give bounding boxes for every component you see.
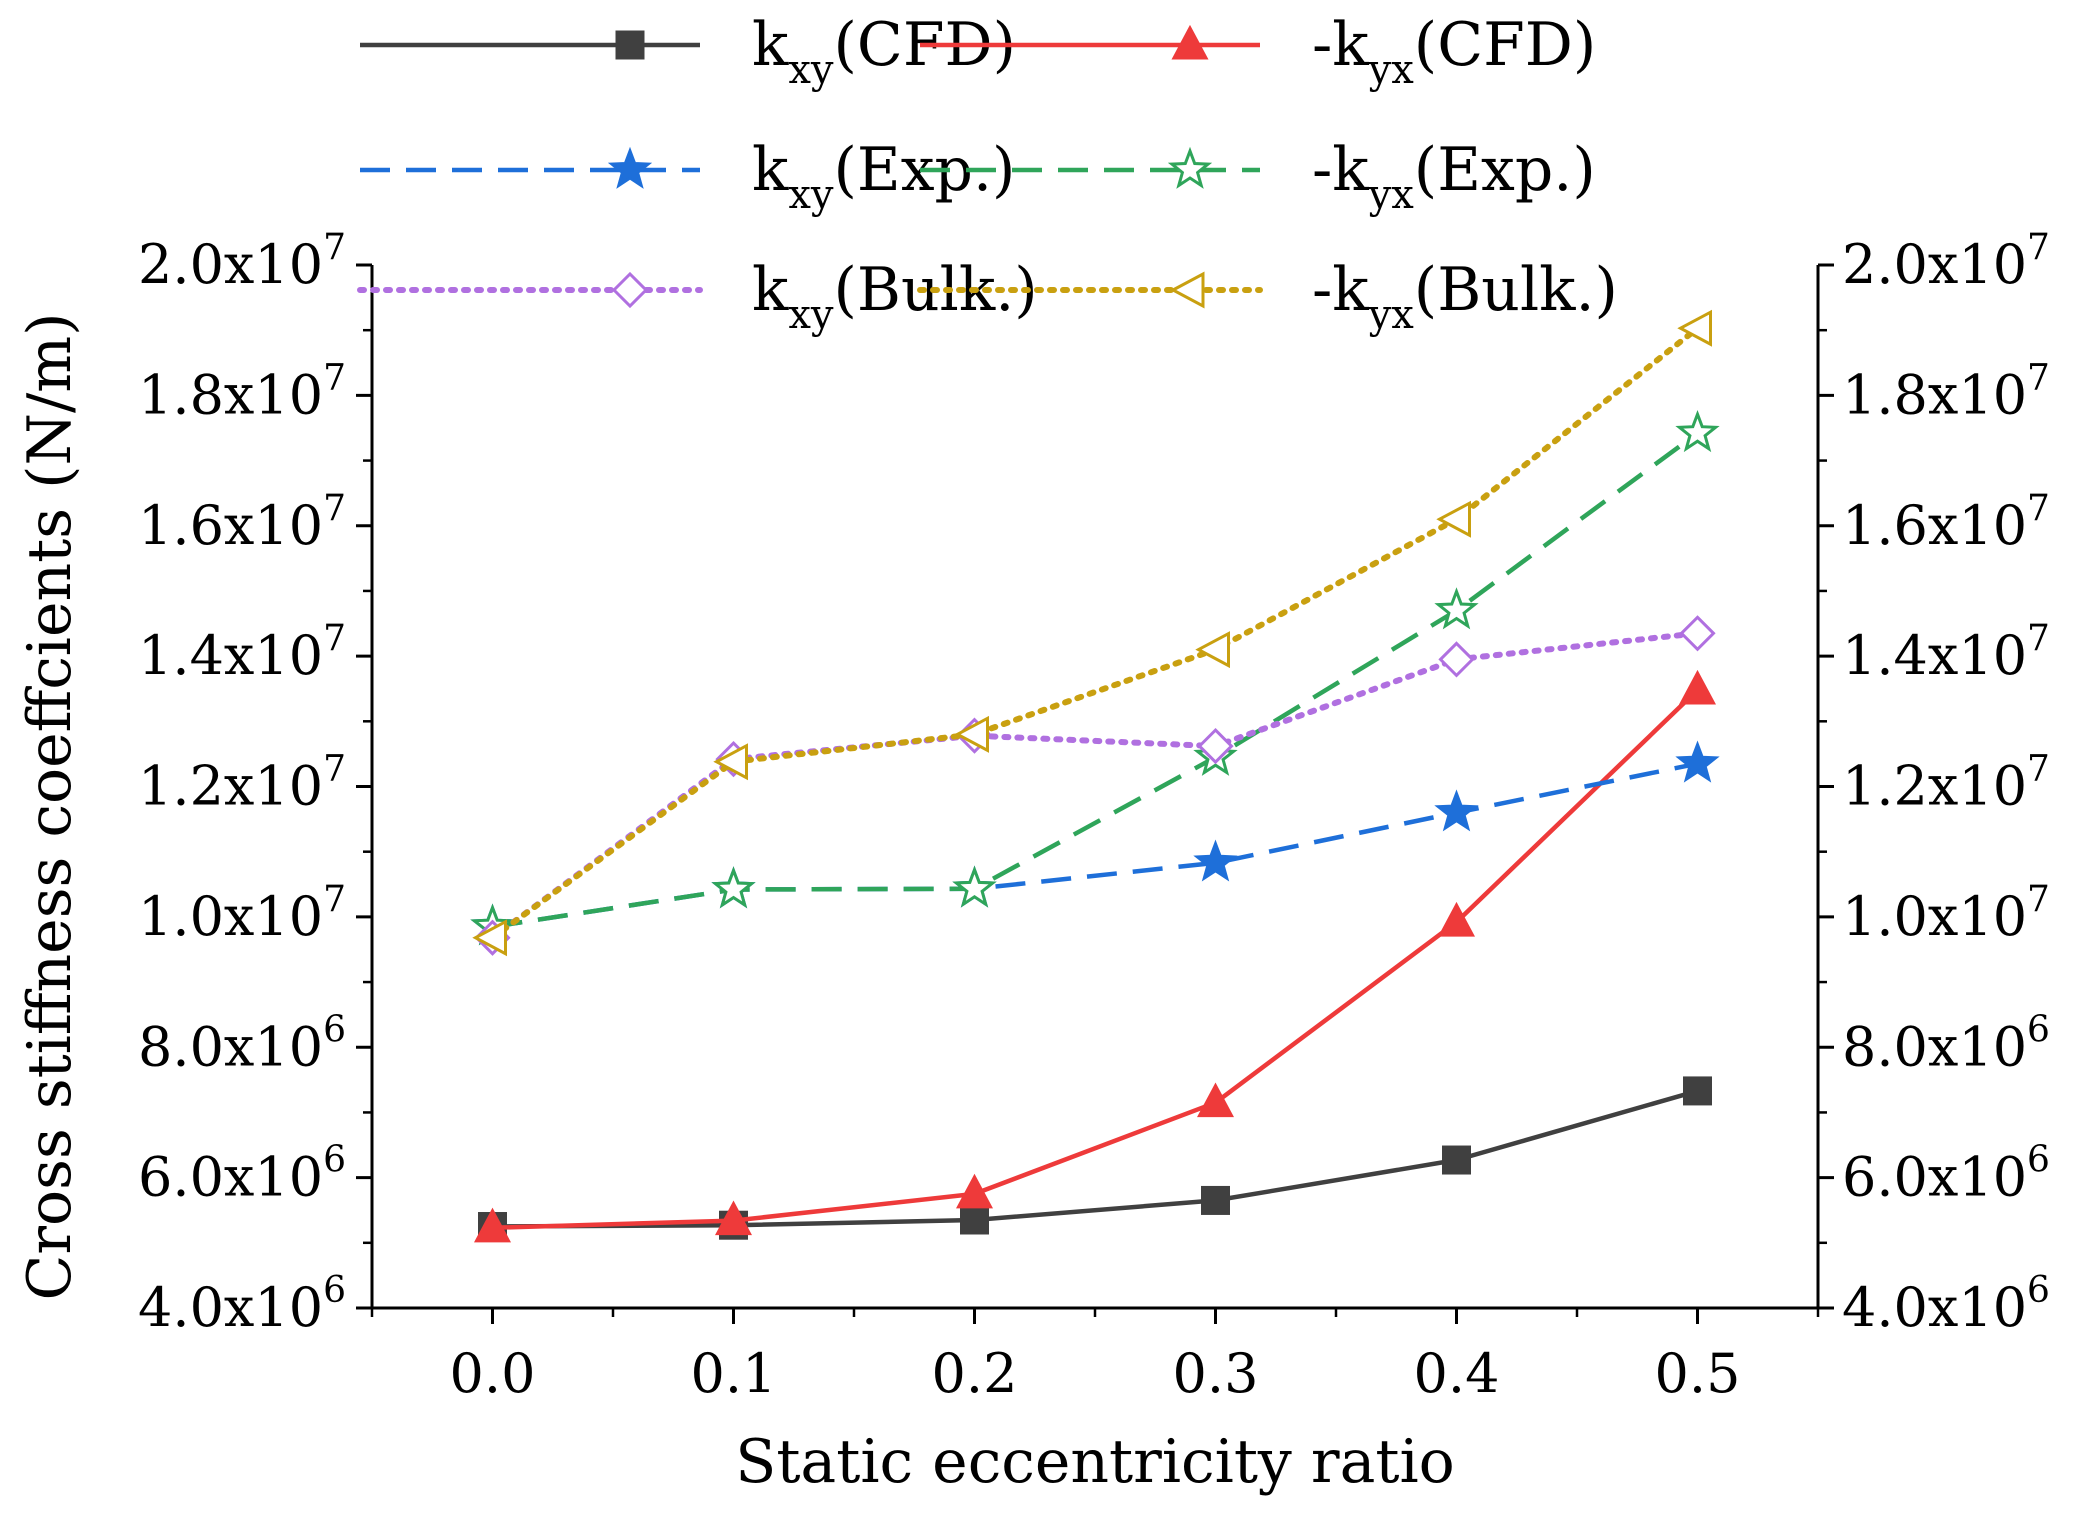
legend-entry: -kyx(CFD)	[920, 10, 1596, 93]
legend-entry: kxy(Bulk.)	[357, 255, 1038, 338]
data-point	[715, 1200, 752, 1236]
series-line	[492, 1088, 1699, 1229]
data-point	[1434, 789, 1479, 832]
data-point	[1442, 1145, 1471, 1175]
series-line	[492, 761, 1698, 929]
data-point	[1679, 669, 1716, 705]
y-tick-label-right: 1.4x107	[1842, 618, 2050, 687]
data-point	[1675, 740, 1720, 783]
legend-label: -kyx(Bulk.)	[1312, 255, 1618, 338]
legend-marker	[1169, 271, 1205, 309]
series-line	[492, 688, 1700, 1231]
y-tick-label-left: 1.2x107	[138, 749, 346, 818]
y-tick-label-left: 4.0x106	[138, 1270, 346, 1339]
axes: 0.0 0.1 0.2 0.3 0.4 0.5 4.0x106 4.0x106 6.0x106 6…	[138, 227, 2050, 1405]
series-0	[478, 1076, 1712, 1242]
data-point	[472, 919, 507, 957]
data-point	[474, 1207, 511, 1243]
legend-marker	[607, 146, 653, 189]
x-tick-label: 0.1	[691, 1342, 777, 1405]
data-point	[1195, 631, 1230, 669]
y-axis-title: Cross stiffness coeffcients (N/m)	[15, 312, 85, 1300]
y-tick-label-left: 1.4x107	[138, 618, 346, 687]
legend-entry: kxy(CFD)	[360, 10, 1016, 93]
legend-entry: kxy(Exp.)	[360, 135, 1015, 218]
y-tick-label-left: 6.0x106	[138, 1140, 346, 1209]
y-tick-label-right: 1.8x107	[1842, 357, 2050, 426]
data-point	[1434, 587, 1479, 630]
legend-marker	[615, 30, 645, 60]
series-4	[474, 615, 1716, 956]
data-point	[711, 866, 756, 909]
y-tick-label-left: 8.0x106	[138, 1009, 346, 1078]
y-tick-label-right: 4.0x106	[1842, 1270, 2050, 1339]
data-point	[1679, 615, 1716, 652]
data-point	[1436, 500, 1471, 538]
legend-entry: -kyx(Exp.)	[920, 135, 1596, 218]
legend-label: -kyx(CFD)	[1312, 10, 1596, 93]
y-tick-label-right: 1.0x107	[1842, 879, 2050, 948]
x-tick-label: 0.0	[450, 1342, 536, 1405]
legend-label: kxy(CFD)	[752, 10, 1016, 93]
x-tick-label: 0.2	[932, 1342, 1018, 1405]
legend-label: kxy(Exp.)	[752, 135, 1015, 218]
x-tick-label: 0.3	[1173, 1342, 1259, 1405]
series-3	[470, 409, 1720, 946]
data-point	[960, 1205, 989, 1235]
data-point	[1438, 901, 1475, 937]
y-tick-label-left: 1.6x107	[138, 488, 346, 557]
series-5	[472, 309, 1712, 957]
x-tick-label: 0.4	[1414, 1342, 1500, 1405]
x-axis-title: Static eccentricity ratio	[735, 1427, 1455, 1497]
y-tick-label-left: 1.0x107	[138, 879, 346, 948]
series-line	[492, 431, 1699, 929]
data-point	[1675, 409, 1720, 453]
data-point	[1677, 309, 1712, 347]
data-point	[1197, 1082, 1234, 1118]
series-line	[489, 630, 1701, 941]
series-line	[489, 325, 1701, 941]
legend-label: -kyx(Exp.)	[1312, 135, 1596, 218]
data-point	[1197, 727, 1234, 765]
data-point	[954, 715, 989, 753]
legend-entry: -kyx(Bulk.)	[917, 255, 1618, 338]
data-point	[952, 865, 997, 908]
series-layer	[470, 309, 1720, 1243]
y-tick-label-right: 1.2x107	[1842, 749, 2050, 818]
legend-label: kxy(Bulk.)	[752, 255, 1038, 338]
y-tick-label-left: 2.0x107	[138, 227, 346, 296]
data-point	[713, 743, 748, 781]
data-point	[1438, 641, 1475, 678]
y-tick-label-right: 1.6x107	[1842, 488, 2050, 557]
y-tick-label-right: 8.0x106	[1842, 1009, 2050, 1078]
x-tick-label: 0.5	[1655, 1342, 1741, 1405]
series-1	[474, 669, 1716, 1243]
data-point	[1201, 1185, 1230, 1215]
legend-marker	[1167, 146, 1213, 189]
legend-marker	[611, 271, 649, 309]
y-tick-label-left: 1.8x107	[138, 357, 346, 426]
data-point	[956, 1173, 993, 1209]
data-point	[1683, 1076, 1712, 1106]
y-tick-label-right: 2.0x107	[1842, 227, 2050, 296]
y-tick-label-right: 6.0x106	[1842, 1140, 2050, 1209]
legend-marker	[1171, 24, 1209, 60]
series-2	[470, 740, 1720, 946]
legend: kxy(CFD) -kyx(CFD) kxy(Exp.) -kyx(Exp.) kxy(…	[357, 10, 1618, 338]
data-point	[1193, 839, 1238, 882]
